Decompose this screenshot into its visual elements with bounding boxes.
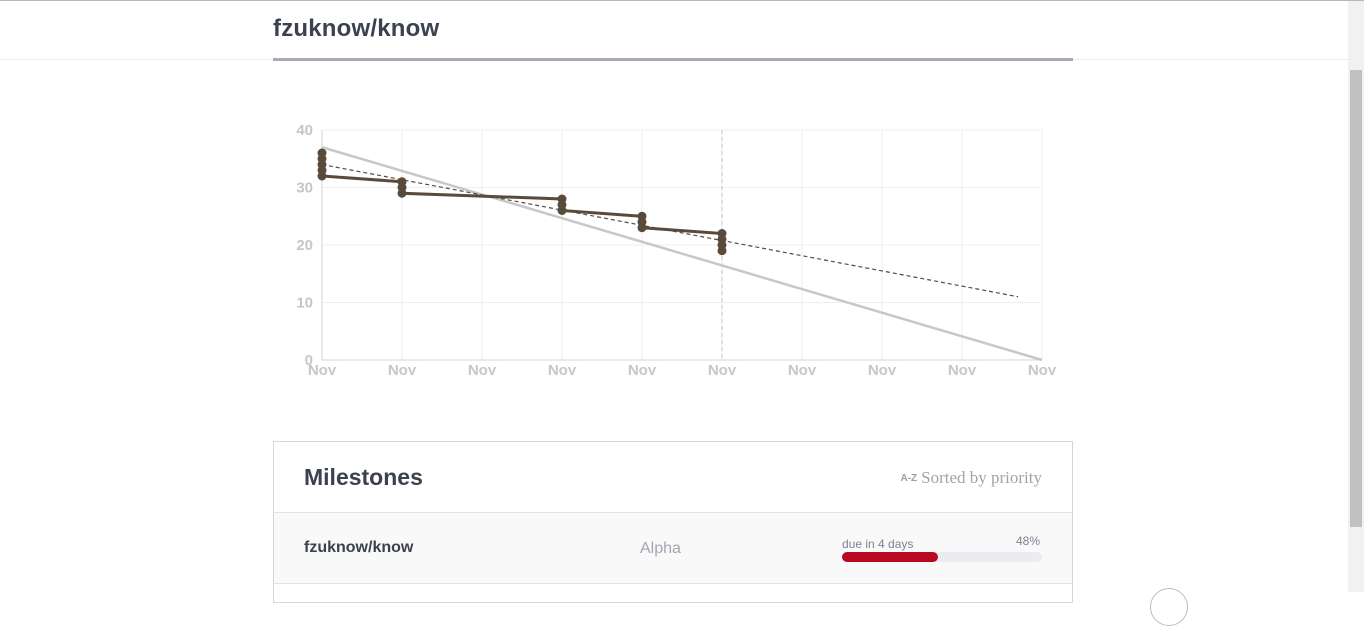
repo-title[interactable]: fzuknow/know <box>273 15 440 42</box>
milestone-percent: 48% <box>1016 534 1041 548</box>
x-tick-label: Nov <box>948 362 977 379</box>
actual-point <box>397 188 407 198</box>
milestone-due: due in 4 days <box>842 537 914 551</box>
x-tick-label: Nov <box>308 362 337 379</box>
milestones-header: Milestones A-Z Sorted by priority <box>274 442 1072 513</box>
milestone-repo-name[interactable]: fzuknow/know <box>304 539 414 556</box>
x-tick-label: Nov <box>788 362 817 379</box>
actual-point <box>317 171 327 181</box>
actual-point <box>557 206 567 215</box>
milestone-progress-fill <box>842 552 938 562</box>
milestones-panel: Milestones A-Z Sorted by priority fzukno… <box>273 441 1073 603</box>
actual-point <box>717 246 727 256</box>
floating-action-circle[interactable] <box>1150 588 1188 626</box>
sort-label: Sorted by priority <box>921 468 1042 487</box>
x-tick-label: Nov <box>548 362 577 379</box>
x-tick-label: Nov <box>708 362 737 379</box>
y-tick-label: 0 <box>305 352 313 369</box>
x-tick-label: Nov <box>628 362 657 379</box>
y-tick-label: 20 <box>296 237 313 254</box>
page-header: fzuknow/know <box>0 1 1348 61</box>
x-tick-label: Nov <box>388 362 417 379</box>
trend-line <box>321 163 1019 298</box>
scrollbar-thumb[interactable] <box>1350 70 1362 527</box>
ideal-line <box>321 146 1043 362</box>
sort-az-icon: A-Z <box>900 472 918 484</box>
milestone-progress-bar <box>842 552 1042 562</box>
x-tick-label: Nov <box>1028 362 1057 379</box>
y-tick-label: 10 <box>296 295 313 312</box>
x-tick-label: Nov <box>468 362 497 379</box>
sort-toggle[interactable]: A-Z Sorted by priority <box>900 468 1042 488</box>
y-tick-label: 40 <box>296 122 313 139</box>
burndown-chart: 0 10 20 30 40 Nov Nov Nov Nov Nov Nov Nov Nov Nov Nov <box>296 122 1057 379</box>
actual-point <box>637 223 647 233</box>
milestones-title: Milestones <box>304 464 423 490</box>
milestone-row[interactable]: fzuknow/know Alpha due in 4 days 48% <box>274 513 1072 584</box>
actual-line <box>320 153 724 251</box>
x-tick-label: Nov <box>868 362 897 379</box>
window-top-border <box>0 0 1364 1</box>
header-underline <box>273 58 1073 61</box>
y-tick-label: 30 <box>296 180 313 197</box>
milestone-name: Alpha <box>640 540 681 557</box>
